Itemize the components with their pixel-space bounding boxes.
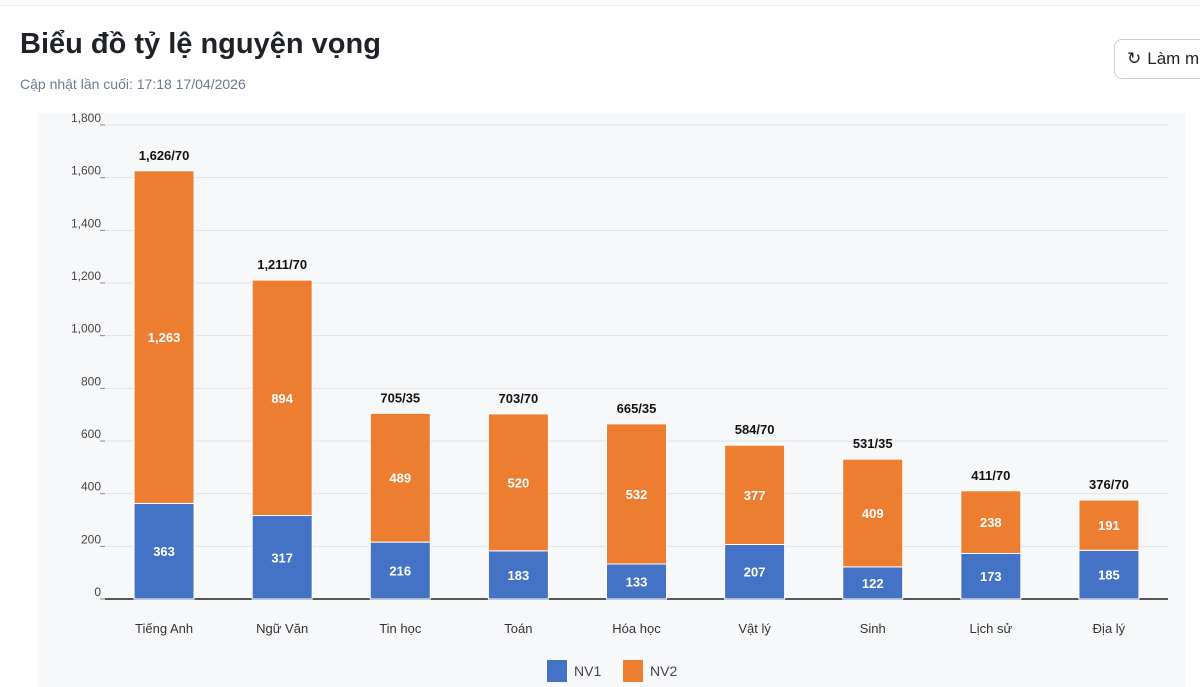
bar-value-label: 532 [626,487,648,502]
bar-nv2 [960,490,1022,554]
total-label: 705/35 [380,390,420,405]
bar-value-label: 317 [271,550,293,565]
total-label: 1,211/70 [257,257,307,272]
x-tick-label: Hóa học [612,621,661,636]
refresh-icon: ↻ [1127,49,1142,68]
bar-value-label: 363 [153,544,175,559]
bar-value-label: 409 [862,506,884,521]
bar-nv2 [369,412,431,543]
bar-nv1 [487,550,549,600]
refresh-button[interactable]: ↻ Làm m [1114,39,1200,79]
y-tick-label: 1,600 [71,164,101,178]
x-tick-label: Lịch sử [969,621,1012,636]
last-updated: Cập nhật lần cuối: 17:18 17/04/2026 [20,76,246,92]
bar-nv1 [606,563,667,600]
bar-value-label: 185 [1098,568,1120,583]
x-tick-label: Sinh [860,621,886,636]
bar-value-label: 173 [980,569,1002,584]
bar-value-label: 489 [389,471,411,486]
bar-nv1 [960,552,1022,600]
y-tick-label: 600 [81,427,101,441]
bar-nv2 [133,170,195,504]
y-tick-label: 800 [81,374,101,388]
total-label: 584/70 [735,422,775,437]
bar-nv1 [1078,549,1140,600]
bar-nv1 [251,515,313,600]
total-label: 411/70 [971,468,1010,483]
bar-value-label: 133 [626,574,648,589]
bar-value-label: 122 [862,576,884,591]
bar-value-label: 207 [744,565,766,580]
y-tick-label: 0 [94,585,101,599]
bar-value-label: 894 [271,391,293,406]
bar-nv1 [842,566,904,600]
x-tick-label: Địa lý [1093,621,1126,636]
bar-nv2 [724,444,786,545]
legend-label: NV1 [574,663,601,679]
y-tick-label: 200 [81,532,101,546]
x-tick-label: Tin học [379,621,422,636]
bar-nv2 [1078,499,1140,551]
bar-nv2 [487,413,549,552]
legend-label: NV2 [650,663,677,679]
y-tick-label: 1,800 [71,111,101,125]
x-tick-label: Toán [504,621,532,636]
y-tick-label: 1,200 [71,269,101,283]
total-label: 531/35 [853,436,893,451]
bar-value-label: 1,263 [148,330,181,345]
total-label: 376/70 [1089,477,1129,492]
total-label: 1,626/70 [139,148,190,163]
y-tick-label: 1,000 [71,322,101,336]
bar-value-label: 183 [508,568,530,583]
bar-nv2 [251,279,313,517]
x-tick-label: Tiếng Anh [135,621,193,636]
x-tick-label: Vật lý [738,621,771,636]
bar-nv1 [369,541,431,600]
page-title: Biểu đồ tỷ lệ nguyện vọng [20,28,381,60]
bar-nv2 [606,423,667,565]
y-tick-label: 400 [81,480,101,494]
top-divider [0,5,1200,6]
total-label: 665/35 [617,401,657,416]
y-tick-label: 1,400 [71,216,101,230]
bar-value-label: 191 [1098,518,1120,533]
legend-swatch-nv2 [623,660,643,682]
bar-value-label: 520 [508,475,530,490]
bar-nv2 [842,458,904,568]
bar-nv1 [133,502,195,600]
refresh-label: Làm m [1147,49,1200,68]
total-label: 703/70 [499,391,539,406]
bar-nv1 [724,543,786,600]
bar-value-label: 377 [744,488,766,503]
legend-swatch-nv1 [547,660,567,682]
bar-value-label: 216 [389,564,411,579]
bar-value-label: 238 [980,515,1002,530]
x-tick-label: Ngữ Văn [256,621,308,636]
